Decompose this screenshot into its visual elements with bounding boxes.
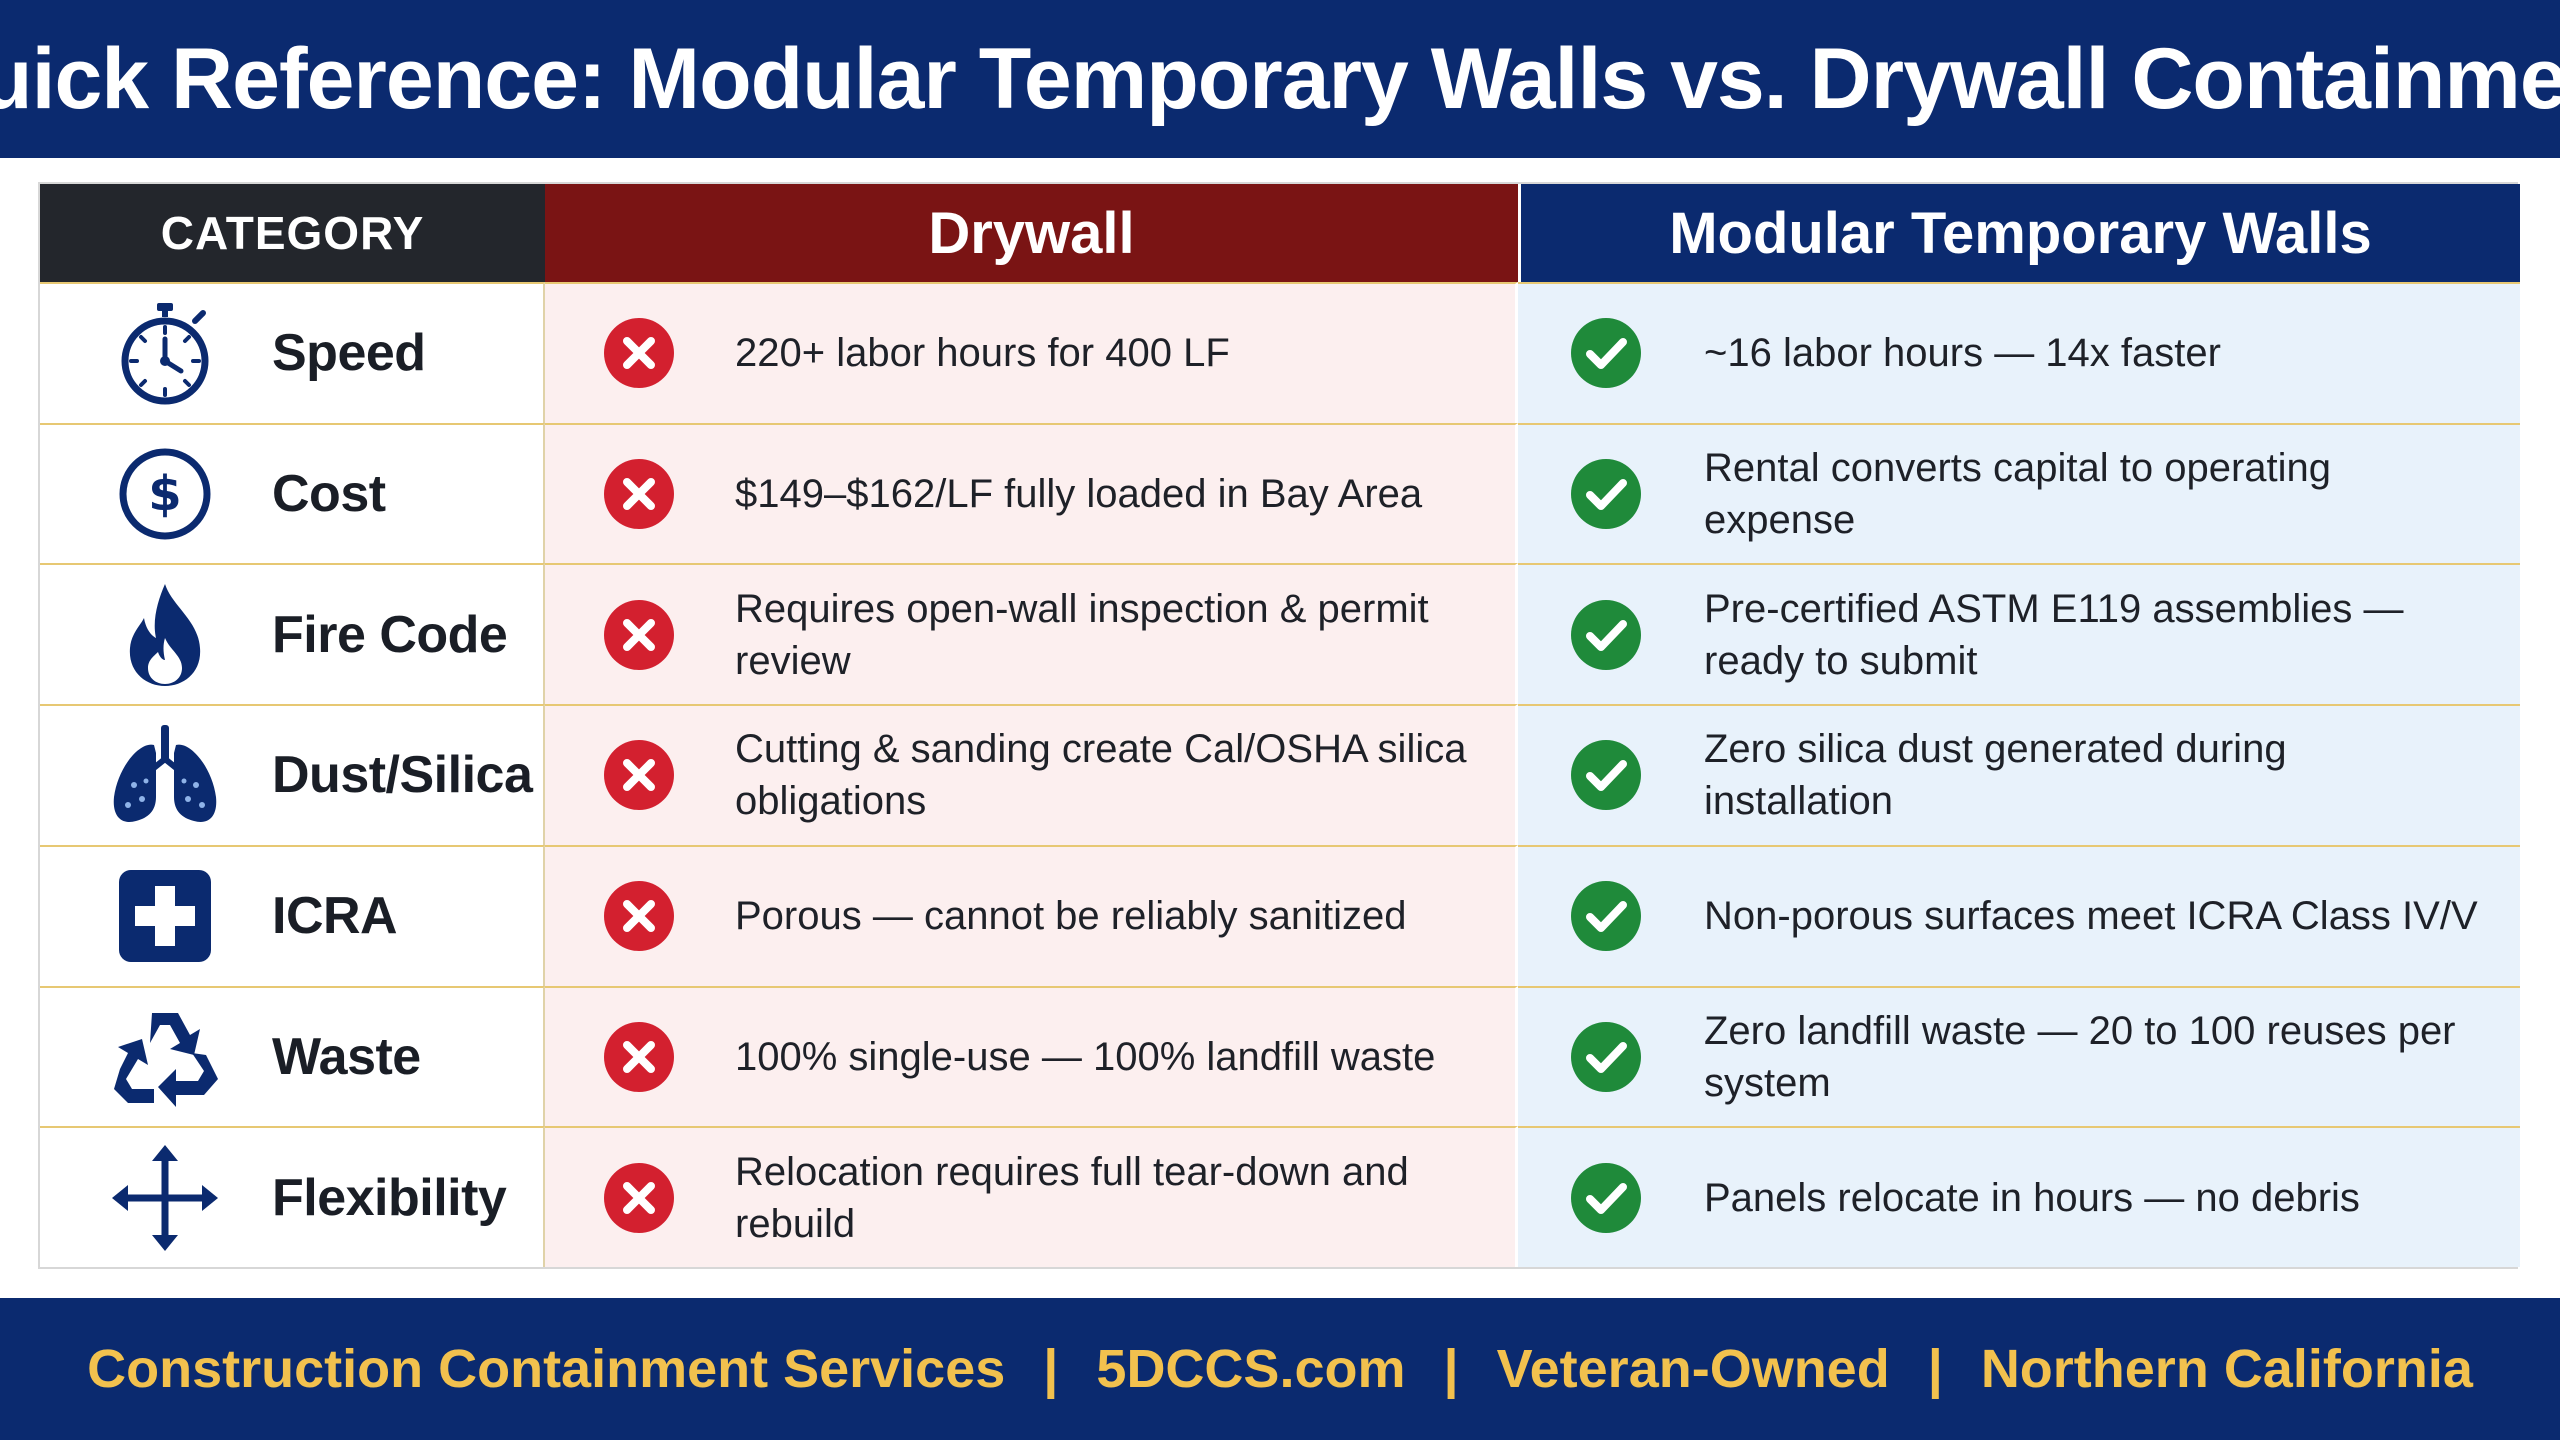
- modular-description: Zero landfill waste — 20 to 100 reuses p…: [1704, 1008, 2456, 1105]
- x-mark-icon: [604, 881, 674, 952]
- modular-description: Panels relocate in hours — no debris: [1704, 1175, 2360, 1220]
- category-cell: ICRA: [40, 844, 545, 986]
- flame-icon: [110, 580, 220, 690]
- drywall-description: 100% single-use — 100% landfill waste: [735, 1034, 1436, 1079]
- category-label: Waste: [272, 1027, 421, 1086]
- modular-cell: ~16 labor hours — 14x faster: [1518, 282, 2520, 423]
- modular-description: Non-porous surfaces meet ICRA Class IV/V: [1704, 894, 2478, 939]
- drywall-description: 220+ labor hours for 400 LF: [735, 331, 1230, 376]
- modular-cell: Pre-certified ASTM E119 assemblies — rea…: [1518, 563, 2520, 705]
- footer-company: Construction Containment Services: [87, 1339, 1006, 1399]
- category-label: Dust/Silica: [272, 746, 533, 805]
- category-label: Speed: [272, 324, 426, 383]
- category-cell: Waste: [40, 985, 545, 1127]
- footer-separator: |: [1443, 1339, 1459, 1399]
- modular-cell: Panels relocate in hours — no debris: [1518, 1126, 2520, 1267]
- drywall-cell: 100% single-use — 100% landfill waste: [545, 985, 1518, 1127]
- header-banner: Quick Reference: Modular Temporary Walls…: [0, 0, 2560, 158]
- category-label: Flexibility: [272, 1168, 507, 1227]
- x-mark-icon: [604, 599, 674, 670]
- drywall-description: Porous — cannot be reliably sanitized: [735, 894, 1407, 939]
- x-mark-icon: [604, 318, 674, 389]
- column-header-drywall: Drywall: [545, 184, 1518, 282]
- lungs-icon: [110, 720, 220, 830]
- footer-website: 5DCCS.com: [1096, 1339, 1406, 1399]
- footer-separator: |: [1927, 1339, 1943, 1399]
- category-cell: $ Cost: [40, 422, 545, 564]
- modular-cell: Zero landfill waste — 20 to 100 reuses p…: [1518, 985, 2520, 1127]
- drywall-cell: Porous — cannot be reliably sanitized: [545, 844, 1518, 986]
- check-mark-icon: [1571, 1162, 1641, 1233]
- x-mark-icon: [604, 1021, 674, 1092]
- footer-ownership: Veteran-Owned: [1496, 1339, 1890, 1399]
- footer-banner: Construction Containment Services | 5DCC…: [0, 1298, 2560, 1440]
- check-mark-icon: [1571, 881, 1641, 952]
- column-header-category: CATEGORY: [40, 184, 545, 282]
- category-cell: Flexibility: [40, 1126, 545, 1267]
- modular-description: Pre-certified ASTM E119 assemblies — rea…: [1704, 586, 2404, 683]
- drywall-cell: 220+ labor hours for 400 LF: [545, 282, 1518, 423]
- recycle-icon: [110, 1002, 220, 1112]
- footer-region: Northern California: [1980, 1339, 2473, 1399]
- check-mark-icon: [1571, 599, 1641, 670]
- drywall-cell: $149–$162/LF fully loaded in Bay Area: [545, 422, 1518, 564]
- medical-cross-icon: [110, 861, 220, 971]
- category-cell: Dust/Silica: [40, 704, 545, 845]
- check-mark-icon: [1571, 459, 1641, 530]
- page-title: Quick Reference: Modular Temporary Walls…: [0, 30, 2560, 127]
- comparison-table: CATEGORY Drywall Modular Temporary Walls: [38, 182, 2520, 1269]
- x-mark-icon: [604, 459, 674, 530]
- dollar-icon: $: [110, 439, 220, 549]
- check-mark-icon: [1571, 318, 1641, 389]
- modular-description: Rental converts capital to operating exp…: [1704, 446, 2332, 543]
- category-cell: Fire Code: [40, 563, 545, 705]
- category-label: ICRA: [272, 887, 398, 946]
- x-mark-icon: [604, 740, 674, 811]
- modular-description: Zero silica dust generated during instal…: [1704, 727, 2287, 824]
- modular-cell: Rental converts capital to operating exp…: [1518, 422, 2520, 564]
- x-mark-icon: [604, 1162, 674, 1233]
- drywall-cell: Relocation requires full tear-down and r…: [545, 1126, 1518, 1267]
- drywall-description: Relocation requires full tear-down and r…: [735, 1149, 1409, 1246]
- check-mark-icon: [1571, 1021, 1641, 1092]
- move-arrows-icon: [110, 1143, 220, 1253]
- column-header-modular: Modular Temporary Walls: [1518, 184, 2520, 282]
- category-label: Cost: [272, 465, 386, 524]
- modular-description: ~16 labor hours — 14x faster: [1704, 331, 2221, 376]
- svg-text:$: $: [148, 466, 181, 522]
- drywall-cell: Requires open-wall inspection & permit r…: [545, 563, 1518, 705]
- category-label: Fire Code: [272, 605, 508, 664]
- check-mark-icon: [1571, 740, 1641, 811]
- modular-cell: Non-porous surfaces meet ICRA Class IV/V: [1518, 844, 2520, 986]
- drywall-description: Requires open-wall inspection & permit r…: [735, 586, 1429, 683]
- drywall-description: $149–$162/LF fully loaded in Bay Area: [735, 472, 1423, 517]
- footer-separator: |: [1043, 1339, 1059, 1399]
- stopwatch-icon: [110, 298, 220, 408]
- drywall-cell: Cutting & sanding create Cal/OSHA silica…: [545, 704, 1518, 845]
- drywall-description: Cutting & sanding create Cal/OSHA silica…: [735, 727, 1467, 824]
- modular-cell: Zero silica dust generated during instal…: [1518, 704, 2520, 845]
- category-cell: Speed: [40, 282, 545, 423]
